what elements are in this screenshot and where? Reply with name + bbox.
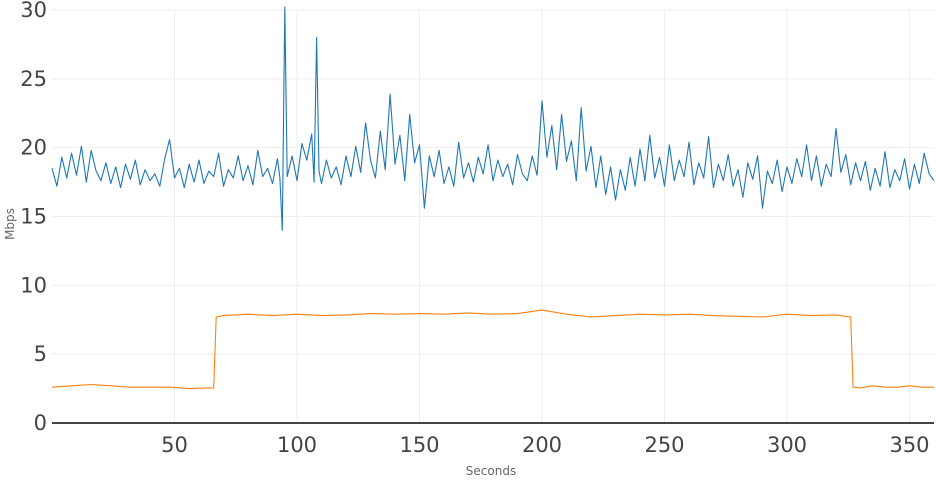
x-tick-label: 50 bbox=[161, 433, 188, 457]
series-layer bbox=[51, 6, 935, 390]
x-tick-label: 100 bbox=[277, 433, 317, 457]
x-tick-label: 350 bbox=[889, 433, 929, 457]
series-line-lower bbox=[51, 309, 934, 390]
y-axis-title: Mbps bbox=[3, 208, 17, 240]
y-tick-label: 20 bbox=[20, 136, 47, 160]
y-tick-label: 10 bbox=[20, 273, 47, 297]
y-tick-label: 5 bbox=[34, 342, 47, 366]
y-tick-label: 15 bbox=[20, 205, 47, 229]
x-tick-label: 150 bbox=[399, 433, 439, 457]
series-line-upper bbox=[51, 6, 935, 231]
y-tick-label: 30 bbox=[20, 0, 47, 22]
x-tick-label: 250 bbox=[644, 433, 684, 457]
axis-layer: 50 100 150 200 250 300 350 0 5 10 15 20 25 30 bbox=[20, 0, 934, 457]
y-tick-label: 25 bbox=[20, 67, 47, 91]
x-tick-label: 200 bbox=[522, 433, 562, 457]
grid-layer bbox=[52, 9, 934, 423]
x-axis-title: Seconds bbox=[466, 464, 516, 478]
y-tick-label: 0 bbox=[34, 411, 47, 435]
x-tick-label: 300 bbox=[767, 433, 807, 457]
